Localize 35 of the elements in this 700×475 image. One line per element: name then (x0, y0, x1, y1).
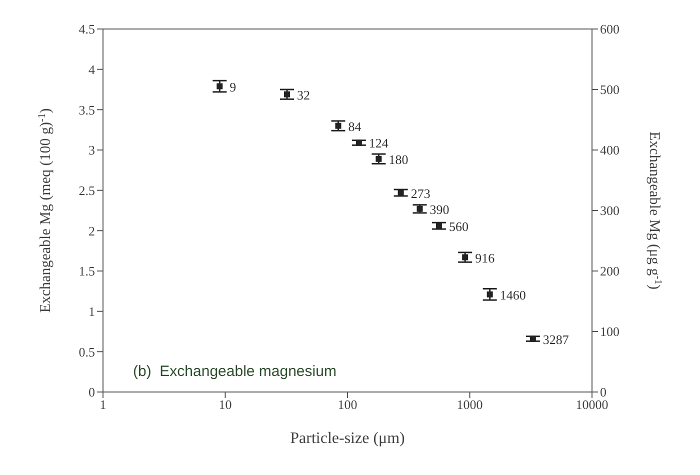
y-tick-label: 4 (88, 62, 96, 77)
annotation: 916 (475, 250, 496, 266)
y-tick-label: 0 (88, 384, 95, 400)
annotation: 84 (348, 118, 362, 134)
y2-tick-label: 100 (600, 324, 620, 340)
y2-tick-label: 400 (600, 142, 620, 158)
x-tick-label: 100 (338, 397, 358, 412)
annotation: 9 (230, 79, 236, 94)
y-tick-label: 3.5 (78, 102, 95, 118)
y-tick-label: 2 (88, 223, 95, 238)
y-tick-label: 4.5 (78, 22, 95, 37)
annotation: 273 (410, 186, 430, 201)
x-tick-label: 10000 (576, 397, 608, 412)
y-tick-label: 2.5 (78, 182, 95, 198)
y2-tick-label: 300 (600, 203, 620, 218)
annotation: 1460 (500, 287, 526, 302)
y2-tick-label: 200 (600, 264, 620, 279)
x-tick-label: 1000 (456, 397, 483, 412)
annotation: 32 (297, 87, 310, 102)
y-tick-label: 3 (88, 142, 95, 158)
annotation: 560 (448, 218, 468, 234)
annotation: 180 (388, 152, 408, 167)
y2-tick-label: 600 (600, 22, 620, 37)
y2-tick-label: 0 (600, 384, 606, 400)
x-tick-label: 1 (100, 397, 106, 412)
x-axis-title: Particle-size (μm) (290, 430, 405, 447)
annotation: (b) Exchangeable magnesium (133, 363, 336, 380)
y-tick-label: 0.5 (78, 344, 95, 360)
annotation: 390 (430, 202, 450, 217)
y2-tick-label: 500 (600, 82, 620, 98)
y-tick-label: 1 (88, 304, 95, 319)
x-tick-label: 10 (218, 397, 232, 412)
annotation: 124 (368, 136, 389, 151)
annotation: 3287 (542, 332, 570, 347)
y-tick-label: 1.5 (78, 264, 95, 279)
